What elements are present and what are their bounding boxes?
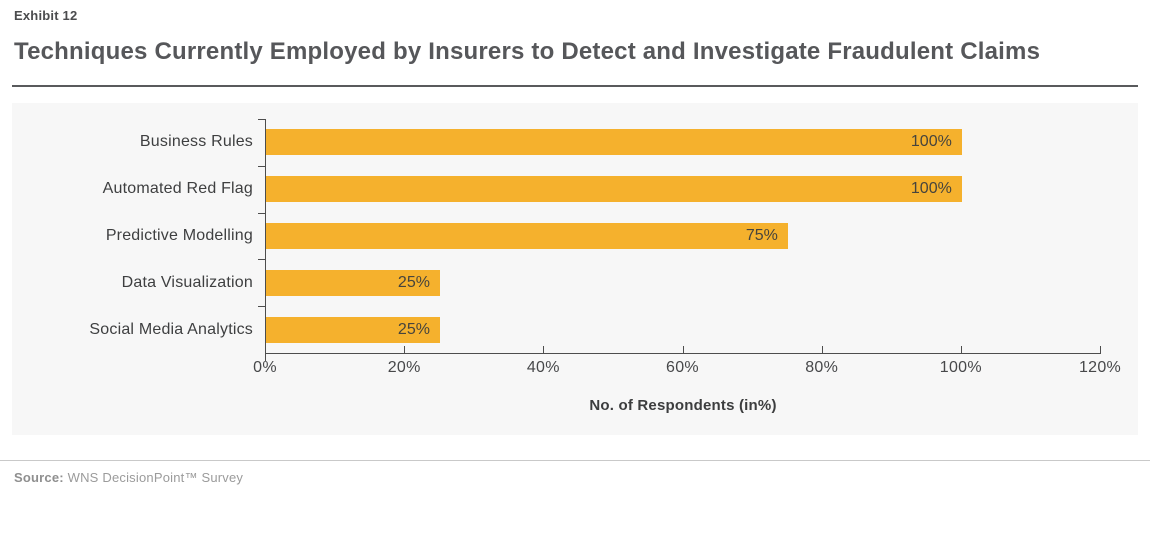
header-divider — [12, 85, 1138, 87]
y-axis-line — [265, 119, 266, 361]
x-axis-tick — [821, 346, 823, 353]
category-label: Automated Red Flag — [102, 180, 253, 198]
y-axis-tick — [258, 259, 265, 261]
x-axis-line — [265, 353, 1101, 354]
x-axis-tick-label: 100% — [939, 359, 982, 376]
bar-value-label: 100% — [910, 133, 952, 151]
x-axis-tick-label: 60% — [666, 359, 699, 376]
bar-value-label: 25% — [397, 320, 430, 338]
bar: 100% — [266, 129, 962, 156]
x-axis-tick — [543, 346, 545, 353]
bar: 75% — [266, 223, 788, 249]
y-axis-tick — [258, 212, 265, 214]
x-axis-tick-label: 40% — [526, 359, 560, 376]
category-label: Business Rules — [139, 133, 253, 151]
x-axis-tick-label: 120% — [1078, 359, 1122, 376]
x-axis-tick — [960, 346, 962, 353]
bar-value-label: 100% — [910, 180, 952, 198]
source-text: WNS DecisionPoint™ Survey — [67, 470, 244, 485]
y-axis-tick — [258, 306, 265, 308]
y-axis-tick — [258, 165, 265, 167]
category-label: Data Visualization — [121, 273, 253, 291]
source-label: Source: — [14, 470, 64, 485]
chart-header: Exhibit 12 Techniques Currently Employed… — [0, 0, 1150, 67]
bar: 25% — [266, 316, 440, 343]
x-axis-tick — [682, 346, 684, 353]
x-axis-title: No. of Respondents (in%) — [589, 397, 777, 414]
bar-value-label: 75% — [745, 227, 778, 244]
x-axis-tick-label: 80% — [805, 359, 839, 376]
bar: 25% — [266, 269, 440, 296]
category-label: Social Media Analytics — [89, 320, 253, 338]
y-axis-tick — [258, 119, 265, 120]
bar-value-label: 25% — [397, 273, 430, 291]
chart-panel: Business Rules 100% Automated Red Flag 100%… — [12, 103, 1138, 435]
x-axis-tick-label: 20% — [387, 359, 421, 376]
category-label: Predictive Modelling — [105, 226, 253, 244]
bar: 100% — [266, 176, 962, 203]
footer-divider — [0, 460, 1150, 461]
exhibit-label: Exhibit 12 — [14, 8, 78, 23]
x-axis-tick-label: 0% — [253, 359, 277, 376]
x-axis-tick — [1100, 346, 1101, 353]
source-line: Source: WNS DecisionPoint™ Survey — [14, 470, 1150, 485]
x-axis-tick — [404, 346, 406, 353]
page-title: Techniques Currently Employed by Insurer… — [14, 38, 1041, 65]
